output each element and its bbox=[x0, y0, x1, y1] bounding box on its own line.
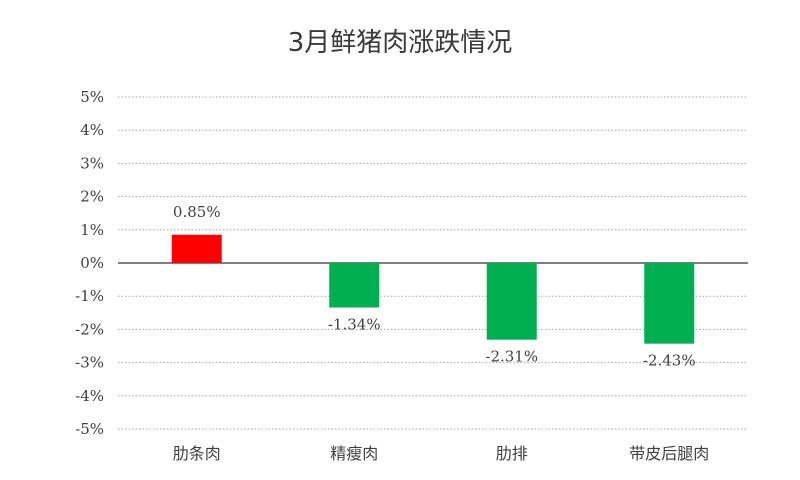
data-labels: 0.85% -1.34% -2.31% -2.43% bbox=[173, 203, 696, 370]
y-tick-label: 1% bbox=[80, 221, 104, 239]
category-label: 带皮后腿肉 bbox=[629, 444, 709, 463]
data-label: 0.85% bbox=[173, 203, 221, 221]
y-tick-label: -4% bbox=[75, 387, 104, 405]
bar bbox=[329, 263, 380, 308]
y-tick-label: -3% bbox=[75, 354, 104, 372]
x-axis-categories: 肋条肉 精瘦肉 肋排 带皮后腿肉 bbox=[173, 444, 710, 463]
y-tick-label: -1% bbox=[75, 287, 104, 305]
category-label: 肋条肉 bbox=[173, 444, 221, 463]
y-tick-label: -2% bbox=[75, 320, 104, 338]
bars bbox=[171, 234, 695, 344]
y-tick-label: 5% bbox=[80, 88, 104, 106]
y-tick-label: 2% bbox=[80, 188, 104, 206]
category-label: 精瘦肉 bbox=[330, 444, 378, 463]
y-axis-ticks: 5% 4% 3% 2% 1% 0% -1% -2% -3% -4% -5% bbox=[75, 88, 104, 438]
bar bbox=[486, 263, 537, 340]
grid-layer bbox=[118, 96, 748, 430]
chart-title: 3月鲜猪肉涨跌情况 bbox=[287, 28, 513, 58]
bar bbox=[171, 234, 222, 263]
data-label: -1.34% bbox=[328, 315, 381, 333]
data-label: -2.31% bbox=[485, 348, 538, 366]
y-tick-label: 4% bbox=[80, 121, 104, 139]
y-tick-label: 3% bbox=[80, 154, 104, 172]
category-label: 肋排 bbox=[496, 444, 528, 463]
y-tick-label: -5% bbox=[75, 420, 104, 438]
y-tick-label: 0% bbox=[80, 254, 104, 272]
data-label: -2.43% bbox=[643, 352, 696, 370]
bar bbox=[644, 263, 695, 344]
